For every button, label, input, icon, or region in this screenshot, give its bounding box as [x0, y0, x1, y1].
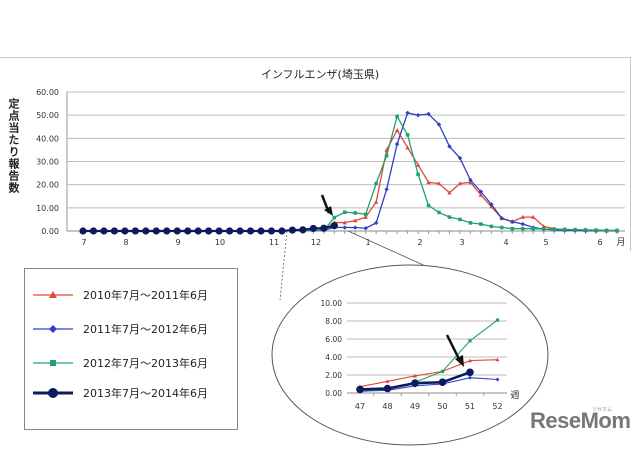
svg-text:30.00: 30.00	[36, 158, 59, 167]
svg-text:7: 7	[81, 238, 86, 247]
svg-text:51: 51	[465, 402, 475, 411]
svg-text:週: 週	[510, 390, 519, 401]
svg-text:2: 2	[417, 238, 422, 247]
svg-text:6.00: 6.00	[325, 335, 342, 344]
svg-text:0.00: 0.00	[41, 227, 59, 236]
svg-text:1: 1	[365, 238, 370, 247]
svg-text:40.00: 40.00	[36, 134, 59, 143]
chart-title: インフルエンザ(埼玉県)	[260, 68, 380, 81]
svg-text:月: 月	[616, 237, 625, 248]
svg-text:20.00: 20.00	[36, 181, 59, 190]
svg-text:10: 10	[215, 238, 225, 247]
diamond-marker-icon	[33, 325, 73, 333]
svg-text:12: 12	[311, 238, 321, 247]
svg-text:47: 47	[355, 402, 365, 411]
svg-text:10.00: 10.00	[321, 299, 343, 308]
triangle-marker-icon	[33, 291, 73, 298]
svg-text:4: 4	[503, 238, 508, 247]
svg-text:49: 49	[410, 402, 420, 411]
circle-marker-icon	[33, 388, 73, 398]
svg-text:8.00: 8.00	[325, 317, 342, 326]
svg-text:48: 48	[382, 402, 392, 411]
svg-text:10.00: 10.00	[36, 204, 59, 213]
svg-text:6: 6	[597, 238, 602, 247]
svg-text:3: 3	[459, 238, 464, 247]
square-marker-icon	[33, 360, 73, 366]
legend-item-2011: 2011年7月～2012年6月	[33, 319, 208, 339]
y-axis-label: 定点当たり報告数	[7, 98, 20, 194]
legend-item-2012: 2012年7月～2013年6月	[33, 353, 208, 373]
resemom-logo-sub: リセマム	[592, 407, 613, 413]
svg-text:5: 5	[543, 238, 548, 247]
svg-text:4.00: 4.00	[325, 353, 342, 362]
svg-text:50: 50	[437, 402, 447, 411]
resemom-logo: ReseMom	[530, 408, 631, 433]
legend-item-2010: 2010年7月～2011年6月	[33, 285, 208, 305]
svg-text:50.00: 50.00	[36, 111, 59, 120]
svg-text:0.00: 0.00	[325, 389, 342, 398]
legend-item-2013: 2013年7月～2014年6月	[33, 383, 208, 403]
svg-text:2.00: 2.00	[325, 371, 342, 380]
chart-frame	[0, 57, 631, 251]
svg-text:9: 9	[175, 238, 180, 247]
svg-text:60.00: 60.00	[36, 88, 59, 97]
svg-text:11: 11	[269, 238, 279, 247]
svg-text:8: 8	[123, 238, 128, 247]
svg-text:52: 52	[492, 402, 502, 411]
legend: 2010年7月～2011年6月 2011年7月～2012年6月 2012年7月～…	[24, 268, 238, 430]
